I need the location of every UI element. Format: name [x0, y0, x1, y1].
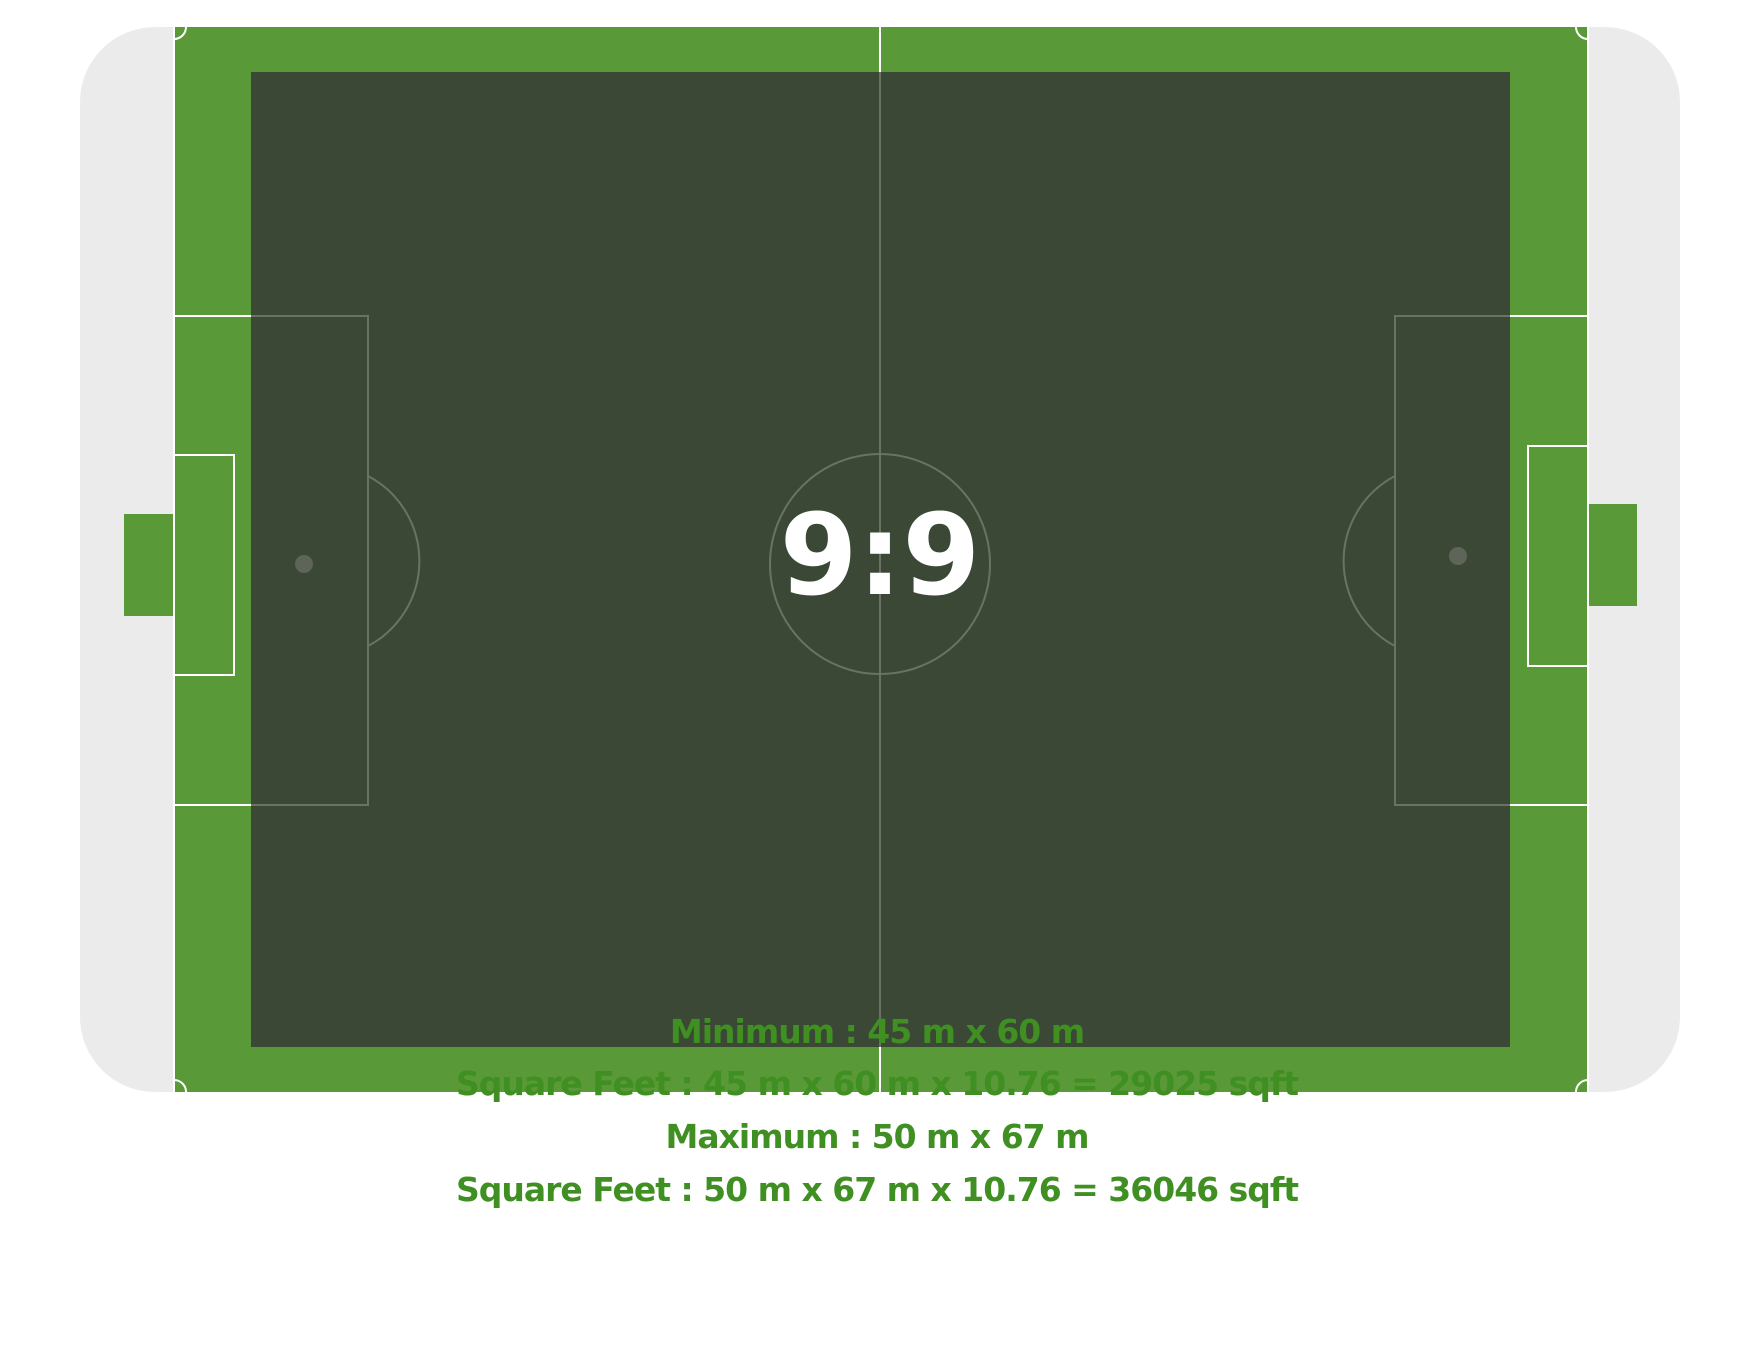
- left-penalty-arc: [367, 475, 421, 647]
- pitch-svg: 9:9: [80, 26, 1680, 1093]
- left-goal: [124, 514, 174, 616]
- corner-arc-top-right: [1575, 26, 1589, 40]
- center-circle: [769, 453, 991, 675]
- corner-arc-bottom-left: [173, 1079, 187, 1093]
- right-penalty-area: [1394, 315, 1588, 806]
- format-ratio-label: 9:9: [780, 491, 981, 621]
- right-goal-area: [1527, 445, 1589, 667]
- maximum-sqft-caption: Square Feet : 50 m x 67 m x 10.76 = 3604…: [455, 1170, 1299, 1209]
- corner-arc-top-left: [173, 26, 187, 40]
- left-goal-area: [173, 454, 235, 676]
- right-penalty-arc: [1342, 475, 1396, 647]
- football-pitch-diagram: 9:9: [80, 26, 1680, 1093]
- left-penalty-spot: [295, 555, 313, 573]
- minimum-size-caption: Minimum : 45 m x 60 m: [669, 1012, 1085, 1051]
- maximum-size-caption: Maximum : 50 m x 67 m: [665, 1117, 1089, 1156]
- corner-arc-bottom-right: [1575, 1079, 1589, 1093]
- minimum-sqft-caption: Square Feet : 45 m x 60 m x 10.76 = 2902…: [455, 1064, 1299, 1103]
- right-penalty-spot: [1449, 547, 1467, 565]
- right-goal: [1588, 504, 1637, 606]
- left-penalty-area: [174, 315, 369, 806]
